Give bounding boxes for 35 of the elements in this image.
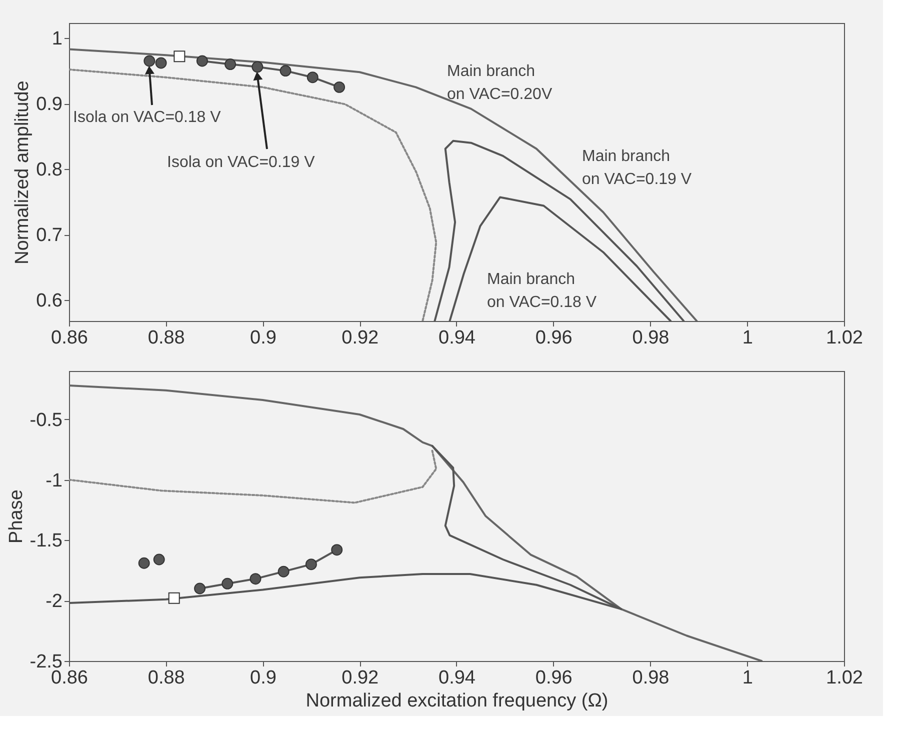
y-tick-label: -1 xyxy=(46,470,62,492)
x-tick-label: 1.02 xyxy=(826,668,863,688)
x-tick-label: 0.98 xyxy=(632,668,670,688)
y-tick-label: 0.9 xyxy=(36,94,62,116)
x-tick-label: 0.88 xyxy=(148,328,185,348)
x-tick-label: 0.98 xyxy=(632,328,670,348)
x-tick-label: 0.86 xyxy=(51,328,88,348)
y-tick-label: -1.5 xyxy=(30,530,62,552)
x-tick-label: 1 xyxy=(742,668,753,688)
x-tick-label: 1.02 xyxy=(826,328,863,348)
y-tick-label: 0.7 xyxy=(36,225,62,246)
annotation: Main branch on VAC=0.20V xyxy=(447,63,552,103)
y-axis-title: Normalized amplitude xyxy=(12,80,34,264)
x-tick-label: 0.9 xyxy=(250,668,276,688)
annotation: Isola on VAC=0.18 V xyxy=(73,109,222,126)
x-tick-label: 0.9 xyxy=(250,328,276,348)
y-tick-label: 0.8 xyxy=(36,160,62,181)
annotation: Isola on VAC=0.19 V xyxy=(167,154,316,171)
x-tick-label: 0.92 xyxy=(342,328,379,348)
x-axis-title: Normalized excitation frequency (Ω) xyxy=(306,690,608,712)
x-tick-label: 0.96 xyxy=(535,668,572,688)
x-tick-label: 0.94 xyxy=(438,328,476,348)
annotation: Main branch on VAC=0.18 V xyxy=(487,271,597,311)
y-tick-label: -2 xyxy=(46,591,62,612)
x-tick-label: 0.96 xyxy=(535,328,572,348)
annotation: Main branch on VAC=0.19 V xyxy=(582,148,692,188)
x-tick-label: 1 xyxy=(742,328,753,348)
y-tick-label: 1 xyxy=(52,28,62,50)
x-tick-label: 0.86 xyxy=(51,668,88,688)
y-axis-title: Phase xyxy=(6,490,27,544)
y-tick-label: 0.6 xyxy=(36,290,62,312)
x-tick-label: 0.92 xyxy=(342,668,379,688)
x-tick-label: 0.88 xyxy=(148,668,185,688)
x-tick-label: 0.94 xyxy=(438,668,476,688)
y-tick-label: -0.5 xyxy=(30,410,62,431)
